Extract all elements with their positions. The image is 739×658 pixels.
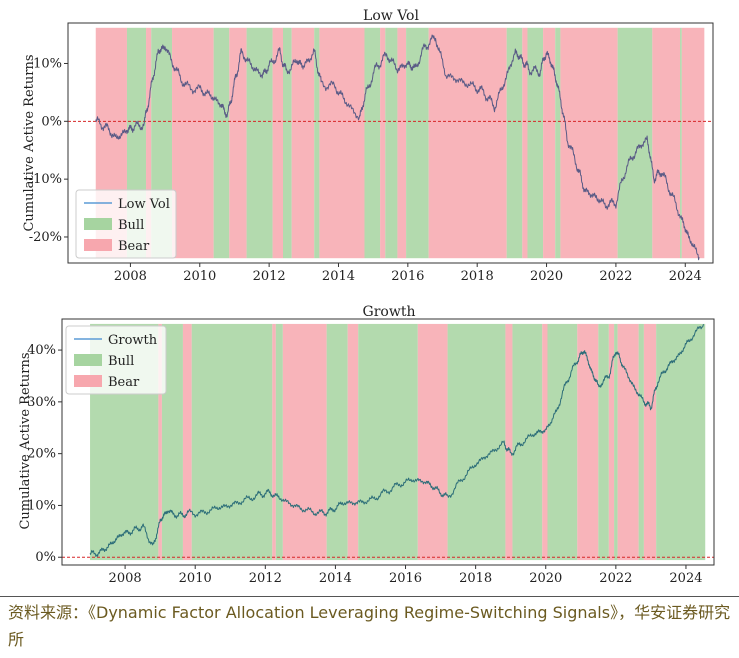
growth-y-tick-label: 10% [27,498,56,513]
low-vol-legend-label: Bull [118,218,144,233]
growth-legend-swatch-bull [74,354,102,366]
growth-regime-bear [505,323,513,561]
growth-series-line [89,324,704,557]
low-vol-regime-bear [652,27,681,259]
low-vol-regime-bull [364,27,381,259]
low-vol-legend-label: Low Vol [118,197,170,212]
low-vol-regime-bull [555,27,561,259]
low-vol-x-tick-label: 2014 [322,269,355,284]
low-vol-legend-swatch-bull [84,218,112,230]
growth-legend-label: Growth [108,333,158,348]
growth-regime-bear [347,323,359,561]
low-vol-panel: Low Vol Cumulative Active Returns 10% 0% -… [22,8,714,284]
growth-regime-bear [542,323,548,561]
low-vol-regime-bear [428,27,507,259]
low-vol-regime-bear [291,27,315,259]
growth-x-tick-label: 2018 [459,571,492,586]
low-vol-regime-bull [506,27,523,259]
growth-regime-bull [358,323,418,561]
growth-regime-bull [326,323,348,561]
growth-y-tick-label: 0% [35,550,56,565]
growth-y-tick-label: 30% [27,395,56,410]
growth-panel: Growth Cumulative Active Returns 40% 30% 2… [18,304,715,586]
low-vol-y-axis-label: Cumulative Active Returns [22,54,37,231]
low-vol-regime-bull [527,27,544,259]
growth-x-tick-label: 2020 [529,571,562,586]
low-vol-x-tick-label: 2024 [669,269,702,284]
growth-legend-label: Bull [108,354,134,369]
low-vol-title: Low Vol [363,8,419,24]
growth-regime-bear [617,323,639,561]
low-vol-regime-bear [380,27,386,259]
growth-regime-bull [512,323,543,561]
growth-x-tick-label: 2012 [249,571,282,586]
low-vol-x-tick-label: 2016 [391,269,424,284]
growth-y-tick-label: 40% [27,343,56,358]
growth-regime-bear [158,323,162,561]
growth-regime-bear [608,323,615,561]
low-vol-regime-bear [397,27,407,259]
low-vol-regime-bear [560,27,618,259]
low-vol-regime-bear [543,27,556,259]
growth-regime-bear [577,323,599,561]
growth-regime-bull [161,323,183,561]
growth-y-axis-label: Cumulative Active Returns [18,352,33,529]
growth-x-tick-label: 2016 [389,571,422,586]
low-vol-regime-bull [406,27,429,259]
low-vol-regime-bull [385,27,398,259]
growth-title: Growth [363,304,416,320]
growth-regime-bear [282,323,327,561]
low-vol-axes-frame [67,22,714,264]
growth-regime-bull [638,323,644,561]
low-vol-x-tick-label: 2010 [183,269,216,284]
divider [0,596,739,597]
low-vol-x-tick-label: 2008 [114,269,147,284]
low-vol-regime-bear [522,27,528,259]
low-vol-regime-bear [229,27,247,259]
low-vol-regime-bear [319,27,365,259]
growth-y-tick-label: 20% [27,447,56,462]
low-vol-regime-bear [681,27,705,259]
growth-legend-label: Bear [108,375,140,390]
growth-x-tick-label: 2024 [669,571,702,586]
low-vol-y-tick-label: -20% [29,230,62,245]
low-vol-regime-bull [213,27,230,259]
growth-x-tick-label: 2014 [319,571,352,586]
growth-axes-frame [61,318,715,566]
figure: Low Vol Cumulative Active Returns 10% 0% -… [18,8,715,586]
growth-regime-bull [447,323,506,561]
growth-regime-bull [598,323,609,561]
low-vol-x-tick-label: 2020 [530,269,563,284]
low-vol-y-tick-label: -10% [29,172,62,187]
growth-regime-bull [275,323,283,561]
growth-x-tick-label: 2010 [179,571,212,586]
low-vol-series-line [95,34,700,261]
low-vol-regime-bear [172,27,214,259]
growth-regime-bear [182,323,192,561]
growth-regime-bear [272,323,276,561]
low-vol-y-tick-label: 10% [33,56,62,71]
low-vol-regime-bear [272,27,283,259]
growth-regime-bull [191,323,273,561]
low-vol-x-tick-label: 2022 [599,269,632,284]
low-vol-regime-bull [617,27,653,259]
growth-regime-bear [417,323,448,561]
low-vol-regime-bull [314,27,320,259]
growth-x-tick-label: 2022 [599,571,632,586]
low-vol-regime-bear [146,27,152,259]
low-vol-x-tick-label: 2018 [461,269,494,284]
growth-x-tick-label: 2008 [109,571,142,586]
low-vol-x-tick-label: 2012 [253,269,286,284]
growth-legend-swatch-bear [74,375,102,387]
growth-regime-bull [656,323,706,561]
low-vol-legend-label: Bear [118,239,150,254]
growth-regime-bull [614,323,618,561]
low-vol-regime-bull [680,27,682,259]
growth-regime-bull [547,323,578,561]
low-vol-legend-swatch-bear [84,239,112,251]
growth-regime-bear [643,323,657,561]
low-vol-regime-bull [283,27,292,259]
source-note: 资料来源：《Dynamic Factor Allocation Leveragi… [8,603,731,649]
low-vol-y-tick-label: 0% [41,114,62,129]
